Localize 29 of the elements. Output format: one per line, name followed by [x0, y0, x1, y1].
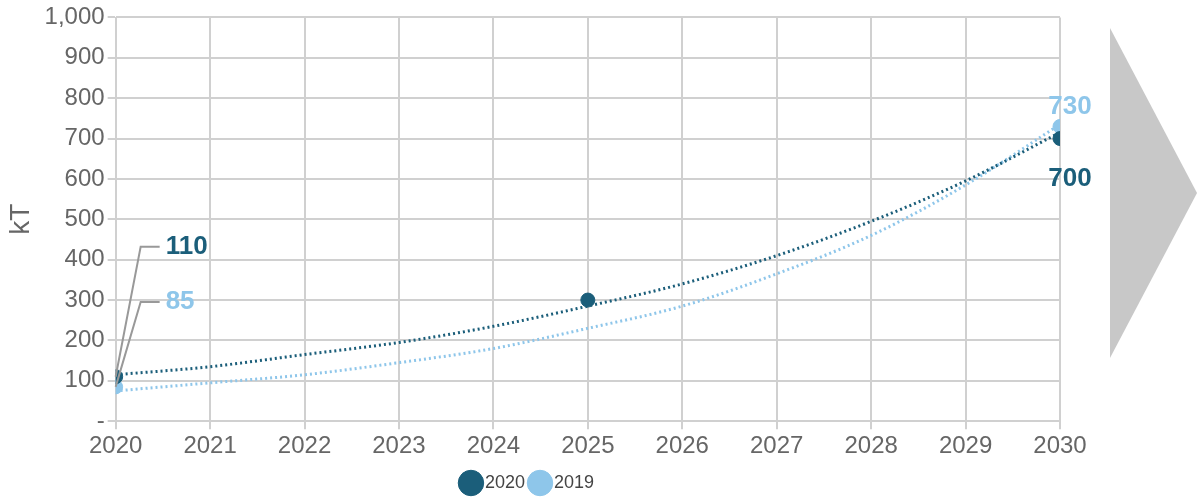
- x-tick-label: 2023: [372, 431, 426, 459]
- y-tick-label: 900: [64, 42, 105, 70]
- y-tick-label: 100: [64, 365, 105, 393]
- x-tick-label: 2026: [655, 431, 709, 459]
- x-tick-label: 2029: [938, 431, 993, 459]
- y-tick-label: 200: [64, 325, 105, 353]
- y-tick-label: 1,000: [44, 2, 105, 30]
- data-label: 700: [1048, 161, 1092, 192]
- legend-label: 2020: [484, 471, 525, 492]
- x-tick-label: 2022: [277, 431, 332, 459]
- y-tick-label: 500: [64, 203, 105, 231]
- x-tick-label: 2028: [844, 431, 898, 459]
- x-tick-label: 2027: [750, 431, 804, 459]
- y-tick-label: 700: [64, 123, 105, 151]
- data-label: 85: [165, 285, 195, 316]
- legend-label: 2019: [554, 471, 595, 492]
- data-label: 110: [165, 229, 208, 260]
- y-tick-label: -: [96, 405, 105, 433]
- x-tick-label: 2030: [1033, 431, 1087, 459]
- x-tick-label: 2025: [561, 431, 615, 459]
- y-axis-title: kT: [3, 203, 35, 235]
- x-tick-label: 2024: [466, 431, 521, 459]
- x-tick-label: 2020: [88, 431, 143, 459]
- y-tick-label: 800: [64, 82, 105, 110]
- y-tick-label: 400: [64, 244, 105, 272]
- y-tick-label: 300: [64, 284, 105, 312]
- data-label: 730: [1048, 89, 1092, 120]
- x-tick-label: 2021: [183, 431, 237, 459]
- y-tick-label: 600: [64, 163, 105, 191]
